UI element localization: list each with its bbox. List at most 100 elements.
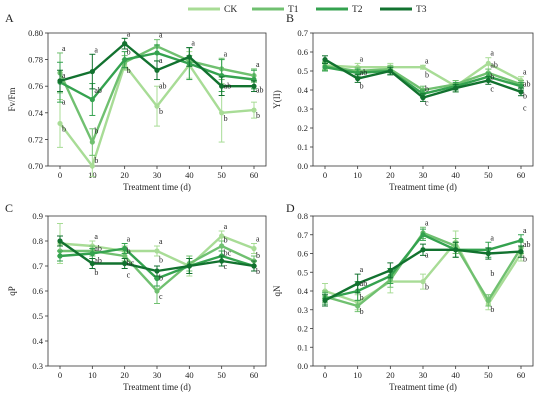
significance-label: ab <box>94 256 102 265</box>
y-tick-label: 0.80 <box>28 28 43 38</box>
data-point <box>154 288 160 294</box>
legend-label: T3 <box>416 5 427 15</box>
data-point <box>122 57 128 63</box>
significance-label: ab <box>360 279 368 288</box>
data-point <box>518 237 524 243</box>
significance-label: a <box>425 218 429 227</box>
panel-letter: A <box>5 11 14 25</box>
y-tick-label: 0.3 <box>297 305 308 315</box>
data-point <box>219 258 225 264</box>
significance-label: a <box>490 49 494 58</box>
significance-label: b <box>523 92 527 101</box>
significance-label: b <box>425 85 429 94</box>
significance-label: b <box>94 156 98 165</box>
x-tick-label: 0 <box>58 170 62 180</box>
panel-c: C 0.3 0.4 0.5 0.6 0.7 0.8 0.9 0 10 20 30 40 50 60 Treat… <box>5 201 267 392</box>
x-tick-label: 0 <box>323 170 327 180</box>
data-point <box>485 250 491 257</box>
y-tick-label: 0.0 <box>297 161 308 171</box>
legend-label: CK <box>224 5 237 15</box>
significance-label: a <box>224 49 228 58</box>
y-tick-label: 0.7 <box>297 28 308 38</box>
data-point <box>89 260 95 267</box>
y-tick-label: 0.2 <box>297 324 308 334</box>
y-tick-label: 0.5 <box>297 267 308 277</box>
significance-label: a <box>62 44 66 53</box>
significance-label: b <box>94 126 98 135</box>
data-point <box>219 233 225 239</box>
data-point <box>387 267 393 273</box>
data-point <box>186 54 192 60</box>
y-axis-label: Fv/Fm <box>7 87 17 111</box>
data-point <box>122 260 128 267</box>
legend-label: T1 <box>288 5 299 15</box>
x-tick-label: 40 <box>185 170 194 180</box>
y-tick-label: 0.4 <box>32 336 43 346</box>
data-point <box>453 247 459 253</box>
significance-label: a <box>425 250 429 259</box>
x-tick-label: 40 <box>451 170 460 180</box>
x-tick-label: 0 <box>323 370 327 380</box>
significance-label: b <box>256 111 260 120</box>
y-tick-label: 0.5 <box>32 311 43 321</box>
panel-b: B 0.0 0.1 0.2 0.3 0.4 0.5 0.6 0.7 0 10 20 30 40 50 60 Tr… <box>272 11 534 192</box>
significance-label: a <box>159 237 163 246</box>
data-point <box>186 263 192 269</box>
x-tick-label: 40 <box>185 370 194 380</box>
series-t3 <box>57 235 257 277</box>
data-point <box>485 60 491 66</box>
data-point <box>355 303 361 309</box>
significance-label: c <box>159 292 163 301</box>
significance-label: ab <box>256 86 264 95</box>
data-point <box>518 89 524 95</box>
y-tick-label: 0.6 <box>297 249 308 259</box>
x-tick-label: 20 <box>386 370 395 380</box>
data-point <box>420 232 426 238</box>
y-tick-label: 0.8 <box>32 236 43 246</box>
y-tick-label: 0.5 <box>297 66 308 76</box>
significance-label: b <box>360 293 364 302</box>
significance-label: b <box>360 81 364 90</box>
significance-label: c <box>425 99 429 108</box>
data-point <box>154 67 160 73</box>
data-point <box>420 95 426 101</box>
significance-label: ab <box>94 86 102 95</box>
significance-label: b <box>256 251 260 260</box>
data-point <box>322 64 328 70</box>
x-tick-label: 20 <box>120 370 129 380</box>
data-point <box>420 64 426 70</box>
significance-label: a <box>360 54 364 63</box>
y-tick-label: 0.9 <box>32 211 43 221</box>
data-point <box>89 68 95 75</box>
data-point <box>154 50 160 56</box>
data-point <box>219 83 225 89</box>
data-point <box>219 243 225 249</box>
y-tick-label: 0.3 <box>32 361 43 371</box>
x-tick-label: 50 <box>484 170 493 180</box>
significance-label: a <box>256 60 260 69</box>
significance-label: b <box>159 274 163 283</box>
series-t3 <box>322 55 524 102</box>
x-tick-label: 10 <box>353 170 362 180</box>
significance-label: c <box>523 104 527 113</box>
significance-label: b <box>127 66 131 75</box>
series-t3 <box>322 241 524 307</box>
x-tick-label: 10 <box>88 370 97 380</box>
x-tick-label: 50 <box>217 370 226 380</box>
y-axis-label: qN <box>272 285 282 297</box>
significance-label: a <box>224 222 228 231</box>
significance-label: b <box>127 48 131 57</box>
data-point <box>57 238 63 244</box>
x-tick-label: 30 <box>153 370 162 380</box>
significance-label: a <box>159 31 163 40</box>
x-tick-label: 40 <box>451 370 460 380</box>
y-tick-label: 0.0 <box>297 361 308 371</box>
x-tick-label: 10 <box>353 370 362 380</box>
significance-label: b <box>224 235 228 244</box>
y-tick-label: 0.72 <box>28 134 43 144</box>
y-tick-label: 0.2 <box>297 123 308 133</box>
data-point <box>251 245 257 252</box>
significance-label: c <box>224 262 228 271</box>
data-point <box>154 268 160 274</box>
